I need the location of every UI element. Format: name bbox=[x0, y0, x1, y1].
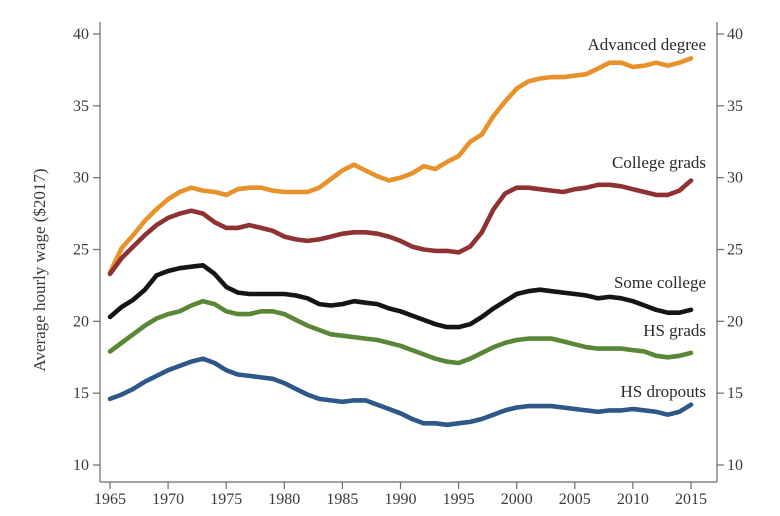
series-line-college-grads bbox=[107, 178, 694, 277]
y-tick-label-right: 20 bbox=[727, 313, 743, 330]
y-tick-label-right: 35 bbox=[727, 98, 743, 115]
y-tick-label-right: 30 bbox=[727, 170, 743, 187]
axes: 10 10 15 15 20 20 25 25 30 30 35 35 40 40 1965 1970 1975… bbox=[73, 22, 743, 508]
x-tick-label: 2015 bbox=[675, 491, 707, 508]
series-labels: Advanced degree College grads Some college… bbox=[588, 35, 706, 401]
y-tick-label-left: 10 bbox=[73, 457, 89, 474]
x-tick-label: 1965 bbox=[94, 491, 126, 508]
y-tick-label-left: 15 bbox=[73, 385, 89, 402]
y-tick-label-right: 15 bbox=[727, 385, 743, 402]
x-tick-label: 2000 bbox=[501, 491, 533, 508]
x-tick-label: 1980 bbox=[268, 491, 300, 508]
x-tick-label: 1990 bbox=[385, 491, 417, 508]
y-tick-label-left: 30 bbox=[73, 170, 89, 187]
x-tick-label: 1975 bbox=[210, 491, 242, 508]
x-tick-label: 2005 bbox=[559, 491, 591, 508]
series-lines bbox=[107, 56, 694, 428]
y-tick-label-left: 40 bbox=[73, 26, 89, 43]
series-label-hs-grads: HS grads bbox=[643, 321, 706, 340]
y-axis-label: Average hourly wage ($2017) bbox=[30, 168, 49, 371]
y-tick-label-left: 25 bbox=[73, 242, 89, 259]
x-tick-label: 2010 bbox=[617, 491, 649, 508]
series-label-hs-dropouts: HS dropouts bbox=[621, 382, 706, 401]
series-label-advanced-degree: Advanced degree bbox=[588, 35, 706, 54]
series-line-some-college bbox=[107, 263, 694, 330]
series-label-some-college: Some college bbox=[614, 273, 706, 292]
x-tick-label: 1985 bbox=[326, 491, 358, 508]
series-label-college-grads: College grads bbox=[612, 153, 706, 172]
y-tick-label-right: 40 bbox=[727, 26, 743, 43]
y-tick-label-right: 25 bbox=[727, 242, 743, 259]
x-tick-label: 1995 bbox=[443, 491, 475, 508]
y-tick-label-right: 10 bbox=[727, 457, 743, 474]
y-tick-label-left: 35 bbox=[73, 98, 89, 115]
x-tick-label: 1970 bbox=[152, 491, 184, 508]
y-tick-label-left: 20 bbox=[73, 313, 89, 330]
series-line-hs-grads bbox=[107, 298, 694, 366]
series-line-hs-dropouts bbox=[107, 356, 694, 428]
series-line-advanced-degree bbox=[107, 56, 694, 275]
